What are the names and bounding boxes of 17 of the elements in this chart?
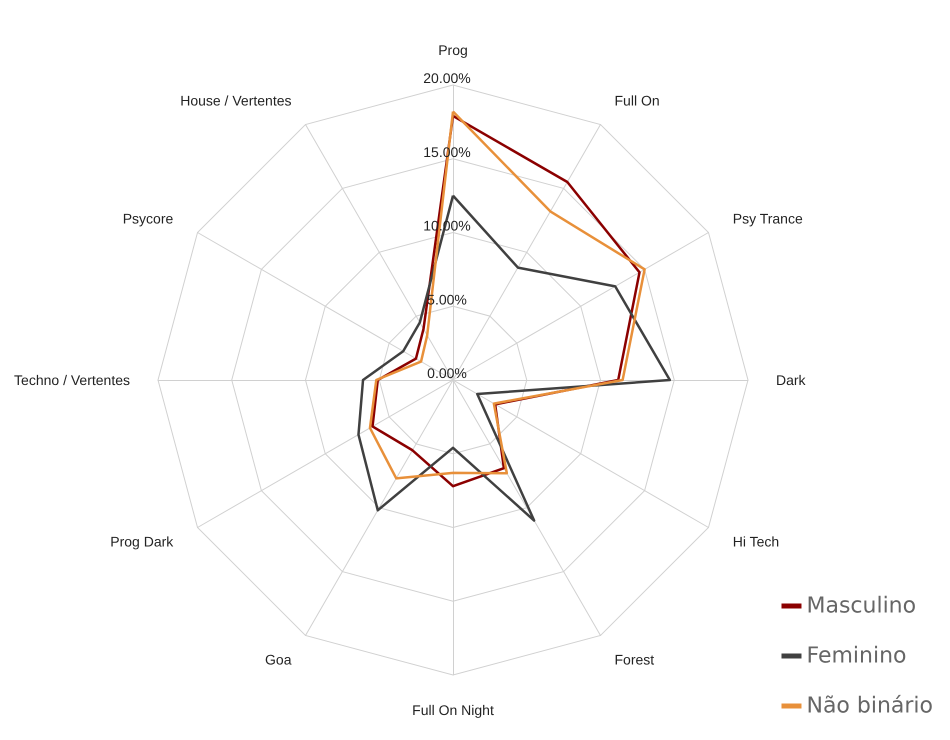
spoke-label: Techno / Vertentes [14, 372, 130, 388]
spoke-label: Hi Tech [732, 534, 780, 550]
spoke-label: Psycore [122, 210, 174, 226]
legend-label: Não binário [806, 694, 934, 718]
legend-label: Masculino [806, 594, 916, 618]
spoke-label: House / Vertentes [180, 92, 292, 108]
legend-label: Feminino [806, 644, 906, 668]
spoke-label: Dark [776, 372, 807, 388]
spoke-label: Prog Dark [110, 534, 174, 550]
y-tick-label: 0.00% [427, 365, 467, 381]
spoke-label: Prog [438, 42, 468, 58]
spoke-label: Psy Trance [732, 210, 803, 226]
y-tick-label: 20.00% [423, 70, 471, 86]
spoke-label: Full On [614, 92, 660, 108]
spoke-label: Forest [614, 652, 654, 668]
spoke-label: Full On Night [412, 702, 494, 718]
spoke-label: Goa [265, 652, 292, 668]
